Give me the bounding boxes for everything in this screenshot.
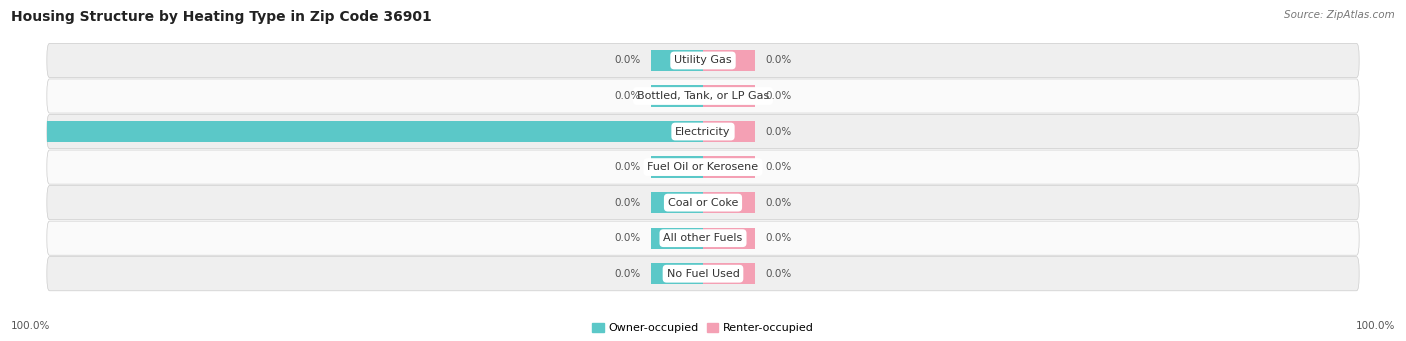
Text: All other Fuels: All other Fuels [664,233,742,243]
FancyBboxPatch shape [46,115,1360,149]
Text: Bottled, Tank, or LP Gas: Bottled, Tank, or LP Gas [637,91,769,101]
Bar [651,157,703,178]
Bar [703,227,755,249]
Text: No Fuel Used: No Fuel Used [666,269,740,279]
Bar [703,157,755,178]
Bar [651,263,703,284]
Text: 100.0%: 100.0% [0,127,37,136]
FancyBboxPatch shape [46,79,1360,113]
Text: 0.0%: 0.0% [765,269,792,279]
Bar [651,85,703,107]
Text: Electricity: Electricity [675,127,731,136]
Text: 0.0%: 0.0% [614,198,641,208]
FancyBboxPatch shape [46,43,1360,77]
Text: 0.0%: 0.0% [765,127,792,136]
Text: Coal or Coke: Coal or Coke [668,198,738,208]
FancyBboxPatch shape [46,186,1360,220]
Text: 0.0%: 0.0% [765,198,792,208]
Bar [651,50,703,71]
Legend: Owner-occupied, Renter-occupied: Owner-occupied, Renter-occupied [591,321,815,336]
Bar [651,227,703,249]
Text: 0.0%: 0.0% [765,56,792,65]
Bar [703,263,755,284]
FancyBboxPatch shape [46,257,1360,291]
Text: Utility Gas: Utility Gas [675,56,731,65]
FancyBboxPatch shape [46,150,1360,184]
FancyBboxPatch shape [46,221,1360,255]
Text: 100.0%: 100.0% [1355,321,1395,331]
Bar [46,121,703,142]
Text: 0.0%: 0.0% [765,91,792,101]
Bar [703,121,755,142]
Text: 100.0%: 100.0% [11,321,51,331]
Text: 0.0%: 0.0% [765,233,792,243]
Text: Source: ZipAtlas.com: Source: ZipAtlas.com [1284,10,1395,20]
Text: 0.0%: 0.0% [614,91,641,101]
Bar [703,85,755,107]
Text: Fuel Oil or Kerosene: Fuel Oil or Kerosene [647,162,759,172]
Bar [703,192,755,213]
Text: 0.0%: 0.0% [614,162,641,172]
Bar [651,192,703,213]
Text: 0.0%: 0.0% [614,56,641,65]
Text: 0.0%: 0.0% [614,269,641,279]
Text: Housing Structure by Heating Type in Zip Code 36901: Housing Structure by Heating Type in Zip… [11,10,432,24]
Text: 0.0%: 0.0% [765,162,792,172]
Bar [703,50,755,71]
Text: 0.0%: 0.0% [614,233,641,243]
